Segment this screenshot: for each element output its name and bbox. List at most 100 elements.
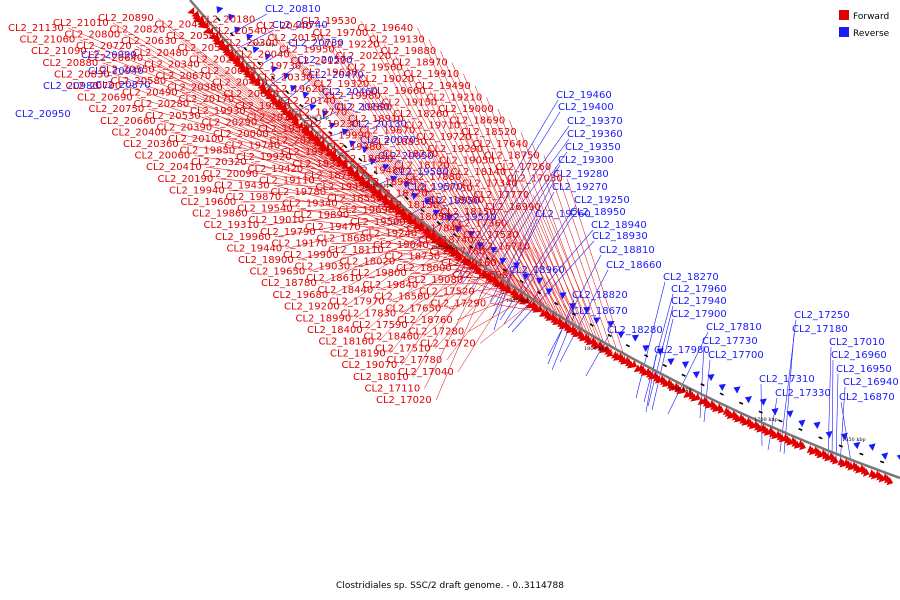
scale-tick [404,196,409,201]
forward-label-connector [262,173,410,217]
reverse-label-connector [760,383,763,447]
scale-tick [798,427,803,431]
forward-gene-label: CL2_19630 [302,68,358,79]
reverse-label-connector [835,373,839,465]
forward-gene-label: CL2_17750 [417,184,473,195]
reverse-gene-label: CL2_20740 [272,20,328,31]
forward-label-connector [475,137,566,326]
reverse-gene-track [216,6,900,461]
forward-gene-label: CL2_19380 [326,142,382,153]
reverse-gene-label: CL2_20050 [378,151,434,162]
forward-gene-label: CL2_20790 [66,81,122,92]
forward-label-connector [102,62,325,145]
forward-gene-label: CL2_17780 [387,355,443,366]
forward-gene-label: CL2_18750 [484,150,540,161]
forward-label-connector [158,69,360,176]
reverse-gene [559,292,567,300]
forward-gene-label: CL2_17970 [329,297,385,308]
forward-gene-label: CL2_19830 [235,101,291,112]
reverse-gene [868,443,876,451]
scale-tick [469,245,474,249]
forward-gene-label: CL2_17290 [431,298,487,309]
reverse-gene-label: CL2_18930 [592,231,648,242]
forward-label-connector [407,118,520,296]
reverse-gene [840,432,848,441]
forward-gene-label: CL2_17760 [430,247,486,258]
forward-gene-label: CL2_19870 [226,192,282,203]
forward-gene-label: CL2_19000 [438,104,494,115]
forward-gene-label: CL2_20590 [166,31,222,42]
reverse-gene-label: CL2_19570 [407,182,463,193]
reverse-label-connector [827,346,832,461]
forward-gene-label: CL2_20390 [157,122,213,133]
forward-label-connector [451,62,562,323]
reverse-gene [341,128,349,136]
reverse-label-connector [647,305,674,407]
forward-gene-label: CL2_20150 [268,33,324,44]
forward-gene-label: CL2_20090 [203,169,259,180]
forward-gene-label: CL2_20140 [280,96,336,107]
forward-gene-label: CL2_17030 [507,174,563,185]
forward-gene-label: CL2_19690 [339,205,395,216]
forward-label-connector [320,232,431,284]
forward-gene-label: CL2_18520 [461,127,517,138]
reverse-label-connector [635,281,666,399]
forward-label-connector [354,251,456,267]
forward-gene-label: CL2_19840 [363,280,419,291]
forward-gene-label: CL2_17640 [473,139,529,150]
forward-label-connector [171,132,358,174]
reverse-label-connector [699,345,705,419]
forward-label-connector [435,275,490,401]
forward-gene-label: CL2_18790 [304,170,360,181]
scale-tick [662,363,667,368]
forward-gene-label: CL2_19060 [429,195,485,206]
forward-gene-label: CL2_20110 [247,112,303,123]
reverse-gene [681,361,690,369]
forward-gene-label: CL2_20060 [135,151,191,162]
forward-gene-label: CL2_18020 [340,257,396,268]
forward-gene-label: CL2_18150 [440,207,496,218]
forward-gene-label: CL2_19030 [295,262,351,273]
reverse-gene-label: CL2_17310 [759,374,815,385]
reverse-label-connector [703,359,711,423]
reverse-gene [302,91,310,99]
reverse-gene-label: CL2_18670 [572,306,628,317]
reverse-gene-label: CL2_16960 [831,350,887,361]
forward-gene-label: CL2_20490 [122,88,178,99]
forward-gene-label: CL2_19450 [316,182,372,193]
reverse-gene-label: CL2_16950 [836,364,892,375]
forward-gene-label: CL2_19860 [192,209,248,220]
forward-gene-label: CL2_19590 [337,102,393,113]
forward-gene-label: CL2_18110 [328,245,384,256]
forward-gene [206,27,214,35]
forward-gene-label: CL2_18160 [319,337,375,348]
reverse-gene [896,454,900,461]
gene-labels: CL2_20810CL2_20740CL2_20730CL2_20570CL2_… [8,4,899,406]
reverse-label-connector [667,331,709,415]
forward-label-connector [297,223,419,261]
forward-label-connector [319,231,439,239]
forward-gene-label: CL2_19290 [428,144,484,155]
scale-tick [389,183,394,188]
forward-label-connector [387,249,482,271]
forward-gene-label: CL2_18120 [394,160,450,171]
forward-label-connector [401,262,472,366]
reverse-gene-label: CL2_16870 [839,392,895,403]
forward-gene-label: CL2_20010 [201,66,257,77]
forward-gene-label: CL2_20890 [98,13,154,24]
scale-tick [373,170,378,175]
scale-tick [838,444,843,448]
forward-gene-label: CL2_16990 [485,202,541,213]
forward-gene-label: CL2_20440 [256,21,312,32]
forward-gene-label: CL2_19920 [236,152,292,163]
scale-tick [879,460,885,464]
reverse-gene-label: CL2_20460 [322,87,378,98]
reverse-label-connector [503,216,573,325]
forward-gene-label: CL2_19160 [441,258,497,269]
scale-tick [719,392,724,396]
forward-label-connector [395,55,522,298]
reverse-gene-label: CL2_19360 [567,129,623,140]
reverse-gene [468,231,476,238]
reverse-gene [321,110,330,118]
